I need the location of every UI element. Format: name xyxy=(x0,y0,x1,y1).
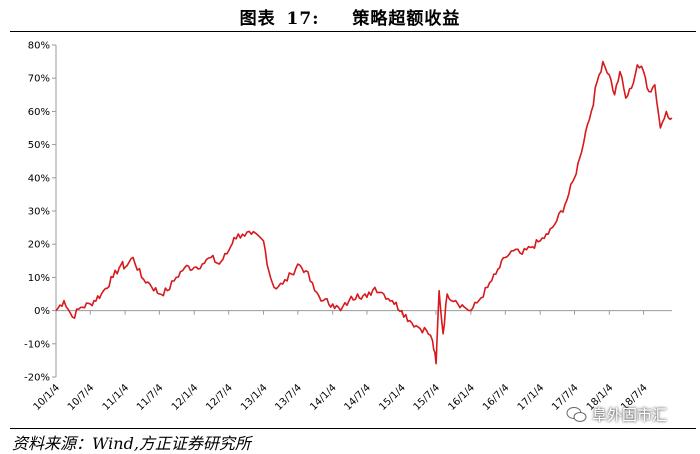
figure-title: 图表 17: 策略超额收益 xyxy=(0,0,700,31)
x-tick-label: 13/1/4 xyxy=(239,382,270,413)
y-tick-label: 20% xyxy=(28,240,50,251)
x-tick-label: 16/7/4 xyxy=(481,382,512,413)
y-tick-label: 70% xyxy=(28,74,50,85)
source-note: 资料来源：Wind,方正证券研究所 xyxy=(12,434,251,453)
line-chart: -20% -10% 0% 10% 20% 30% 40% 50% 60% 70% 80% 10/1/… xyxy=(24,41,673,413)
y-tick-label: 80% xyxy=(28,41,50,52)
x-tick-label: 10/7/4 xyxy=(66,382,97,413)
y-tick-label: 50% xyxy=(28,140,50,151)
watermark-text: 阜外固市汇 xyxy=(592,406,668,424)
x-tick-label: 10/1/4 xyxy=(32,382,63,413)
x-tick-label: 11/7/4 xyxy=(135,382,166,413)
series-layer xyxy=(55,60,673,365)
y-tick-label: -20% xyxy=(24,373,50,384)
x-tick-label: 17/1/4 xyxy=(516,382,547,413)
x-tick-label: 15/1/4 xyxy=(377,382,408,413)
y-tick-label: 60% xyxy=(28,107,50,118)
x-tick-label: 12/1/4 xyxy=(170,382,201,413)
x-axis: 10/1/4 10/7/4 11/1/4 11/7/4 12/1/4 12/7/4 13/1… xyxy=(32,310,672,413)
y-tick-label: -10% xyxy=(24,339,50,350)
watermark: 阜外固市汇 xyxy=(566,404,667,425)
x-tick-label: 14/1/4 xyxy=(308,382,339,413)
x-tick-label: 13/7/4 xyxy=(273,382,304,413)
wechat-icon xyxy=(566,406,587,422)
y-tick-label: 30% xyxy=(28,207,50,218)
x-tick-label: 12/7/4 xyxy=(204,382,235,413)
x-tick-label: 15/7/4 xyxy=(412,382,443,413)
x-tick-label: 14/7/4 xyxy=(343,382,374,413)
series-line xyxy=(55,60,673,365)
x-tick-label: 11/1/4 xyxy=(101,382,132,413)
y-tick-label: 10% xyxy=(28,273,50,284)
figure-number: 17: xyxy=(286,9,320,29)
y-tick-label: 0% xyxy=(34,306,50,317)
x-tick-label: 16/1/4 xyxy=(446,382,477,413)
bottom-rule xyxy=(10,428,696,429)
y-axis: -20% -10% 0% 10% 20% 30% 40% 50% 60% 70% 80% xyxy=(24,41,57,384)
top-rule xyxy=(10,31,696,32)
figure-label: 图表 xyxy=(239,9,276,29)
chart-title: 策略超额收益 xyxy=(352,9,461,29)
y-tick-label: 40% xyxy=(28,173,50,184)
